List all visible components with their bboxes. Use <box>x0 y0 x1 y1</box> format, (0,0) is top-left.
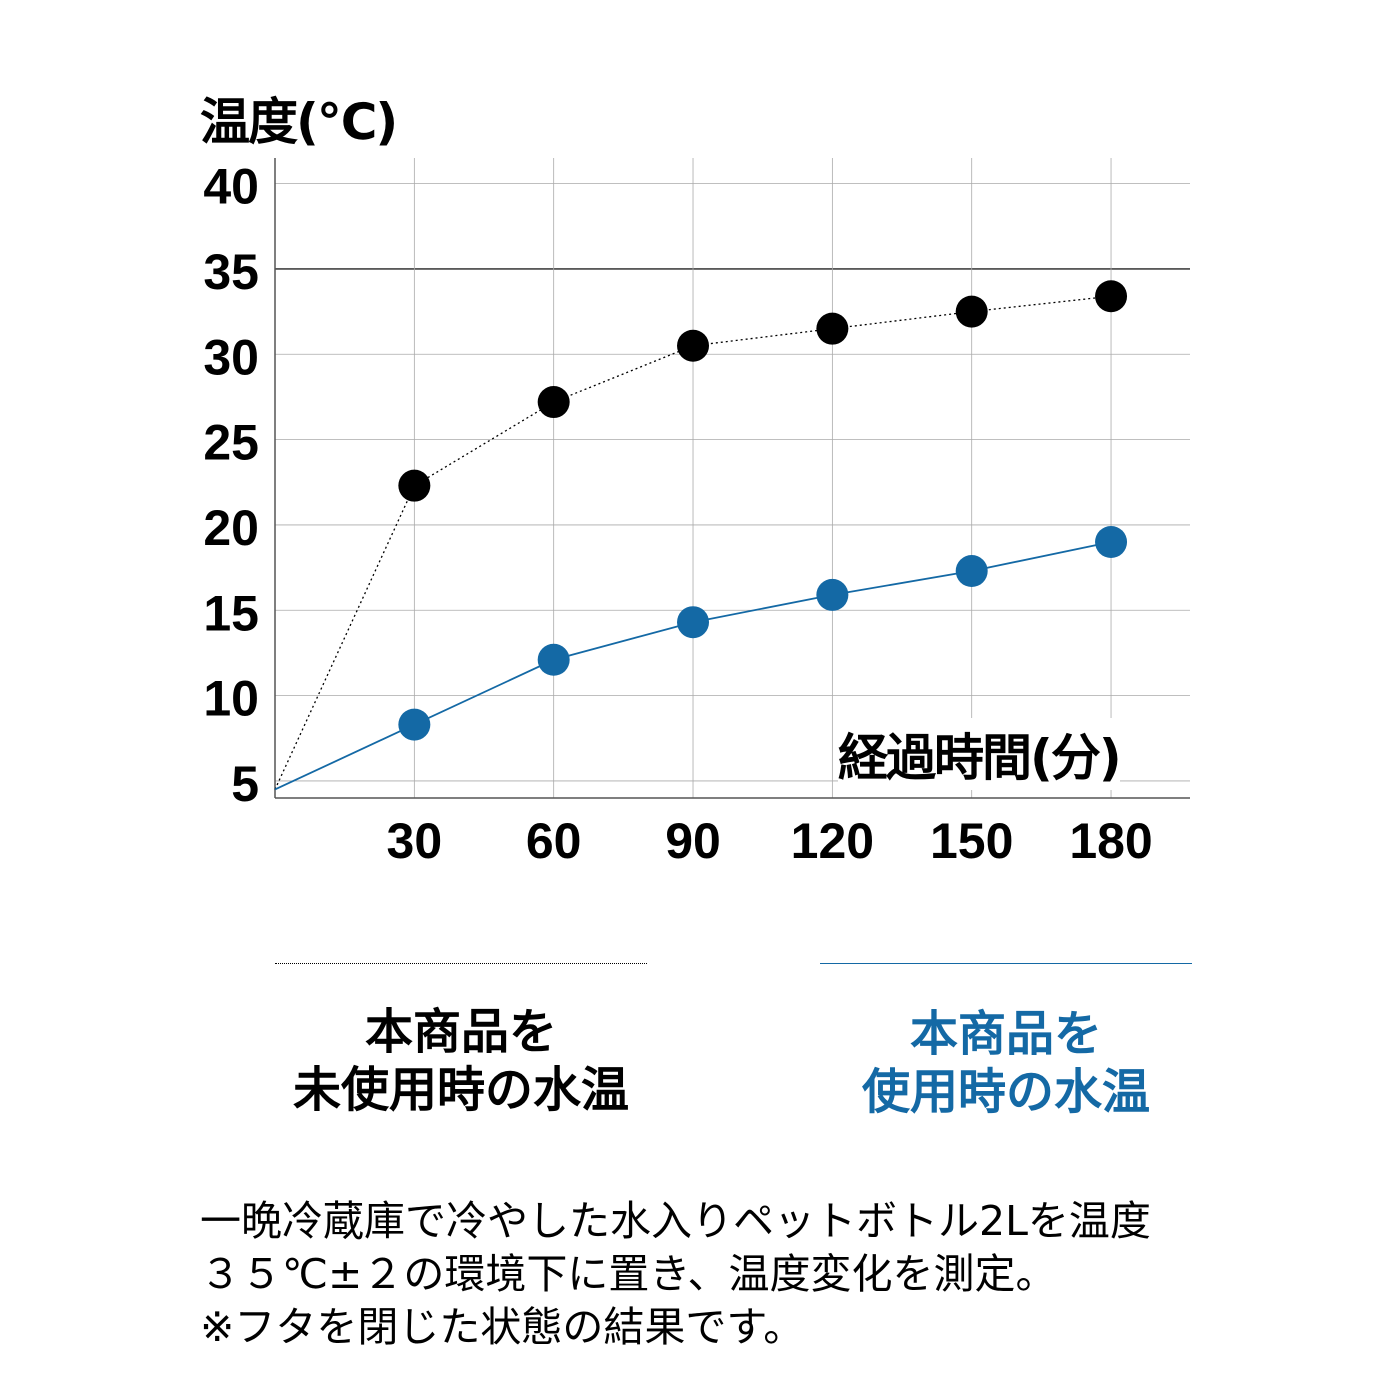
data-point-0 <box>816 312 849 345</box>
data-point-1 <box>816 578 849 611</box>
x-tick-label: 90 <box>665 813 721 869</box>
legend-used: 本商品を 使用時の水温 <box>820 1005 1192 1121</box>
data-point-1 <box>677 606 710 639</box>
note-line1: 一晩冷蔵庫で冷やした水入りペットボトル2Lを温度 <box>200 1197 1151 1245</box>
y-axis-title: 温度(℃) <box>200 93 398 151</box>
y-tick-label: 25 <box>203 415 259 471</box>
legend-unused: 本商品を 未使用時の水温 <box>275 1003 647 1119</box>
data-point-1 <box>398 708 431 741</box>
x-tick-label: 180 <box>1069 813 1152 869</box>
data-point-0 <box>537 386 570 419</box>
y-tick-label: 35 <box>203 244 259 300</box>
x-tick-label: 150 <box>930 813 1013 869</box>
data-point-0 <box>1095 280 1128 313</box>
legend-unused-line2: 未使用時の水温 <box>292 1062 629 1118</box>
y-tick-label: 15 <box>203 585 259 641</box>
y-tick-label: 20 <box>203 500 259 556</box>
legend-unused-line1: 本商品を <box>364 1004 557 1060</box>
footnote: 一晩冷蔵庫で冷やした水入りペットボトル2Lを温度 ３５℃±２の環境下に置き、温度変… <box>200 1195 1151 1354</box>
y-tick-label: 40 <box>203 159 259 215</box>
data-point-0 <box>955 295 988 328</box>
data-point-0 <box>677 329 710 362</box>
data-point-0 <box>398 469 431 502</box>
legend-line-unused <box>275 963 647 964</box>
data-point-1 <box>1095 526 1128 558</box>
note-line3: ※フタを閉じた状態の結果です。 <box>200 1303 805 1351</box>
x-tick-label: 120 <box>791 813 874 869</box>
data-point-1 <box>537 643 570 676</box>
legend-used-line2: 使用時の水温 <box>861 1064 1150 1120</box>
x-tick-label: 30 <box>387 813 443 869</box>
x-axis-title: 経過時間(分) <box>838 718 1122 790</box>
data-point-1 <box>955 555 988 588</box>
note-line2: ３５℃±２の環境下に置き、温度変化を測定。 <box>200 1250 1057 1298</box>
y-tick-label: 10 <box>203 671 259 727</box>
x-tick-label: 60 <box>526 813 582 869</box>
legend-line-used <box>820 963 1192 964</box>
y-tick-label: 5 <box>231 756 259 812</box>
legend-used-line1: 本商品を <box>909 1006 1102 1062</box>
y-tick-label: 30 <box>203 329 259 385</box>
